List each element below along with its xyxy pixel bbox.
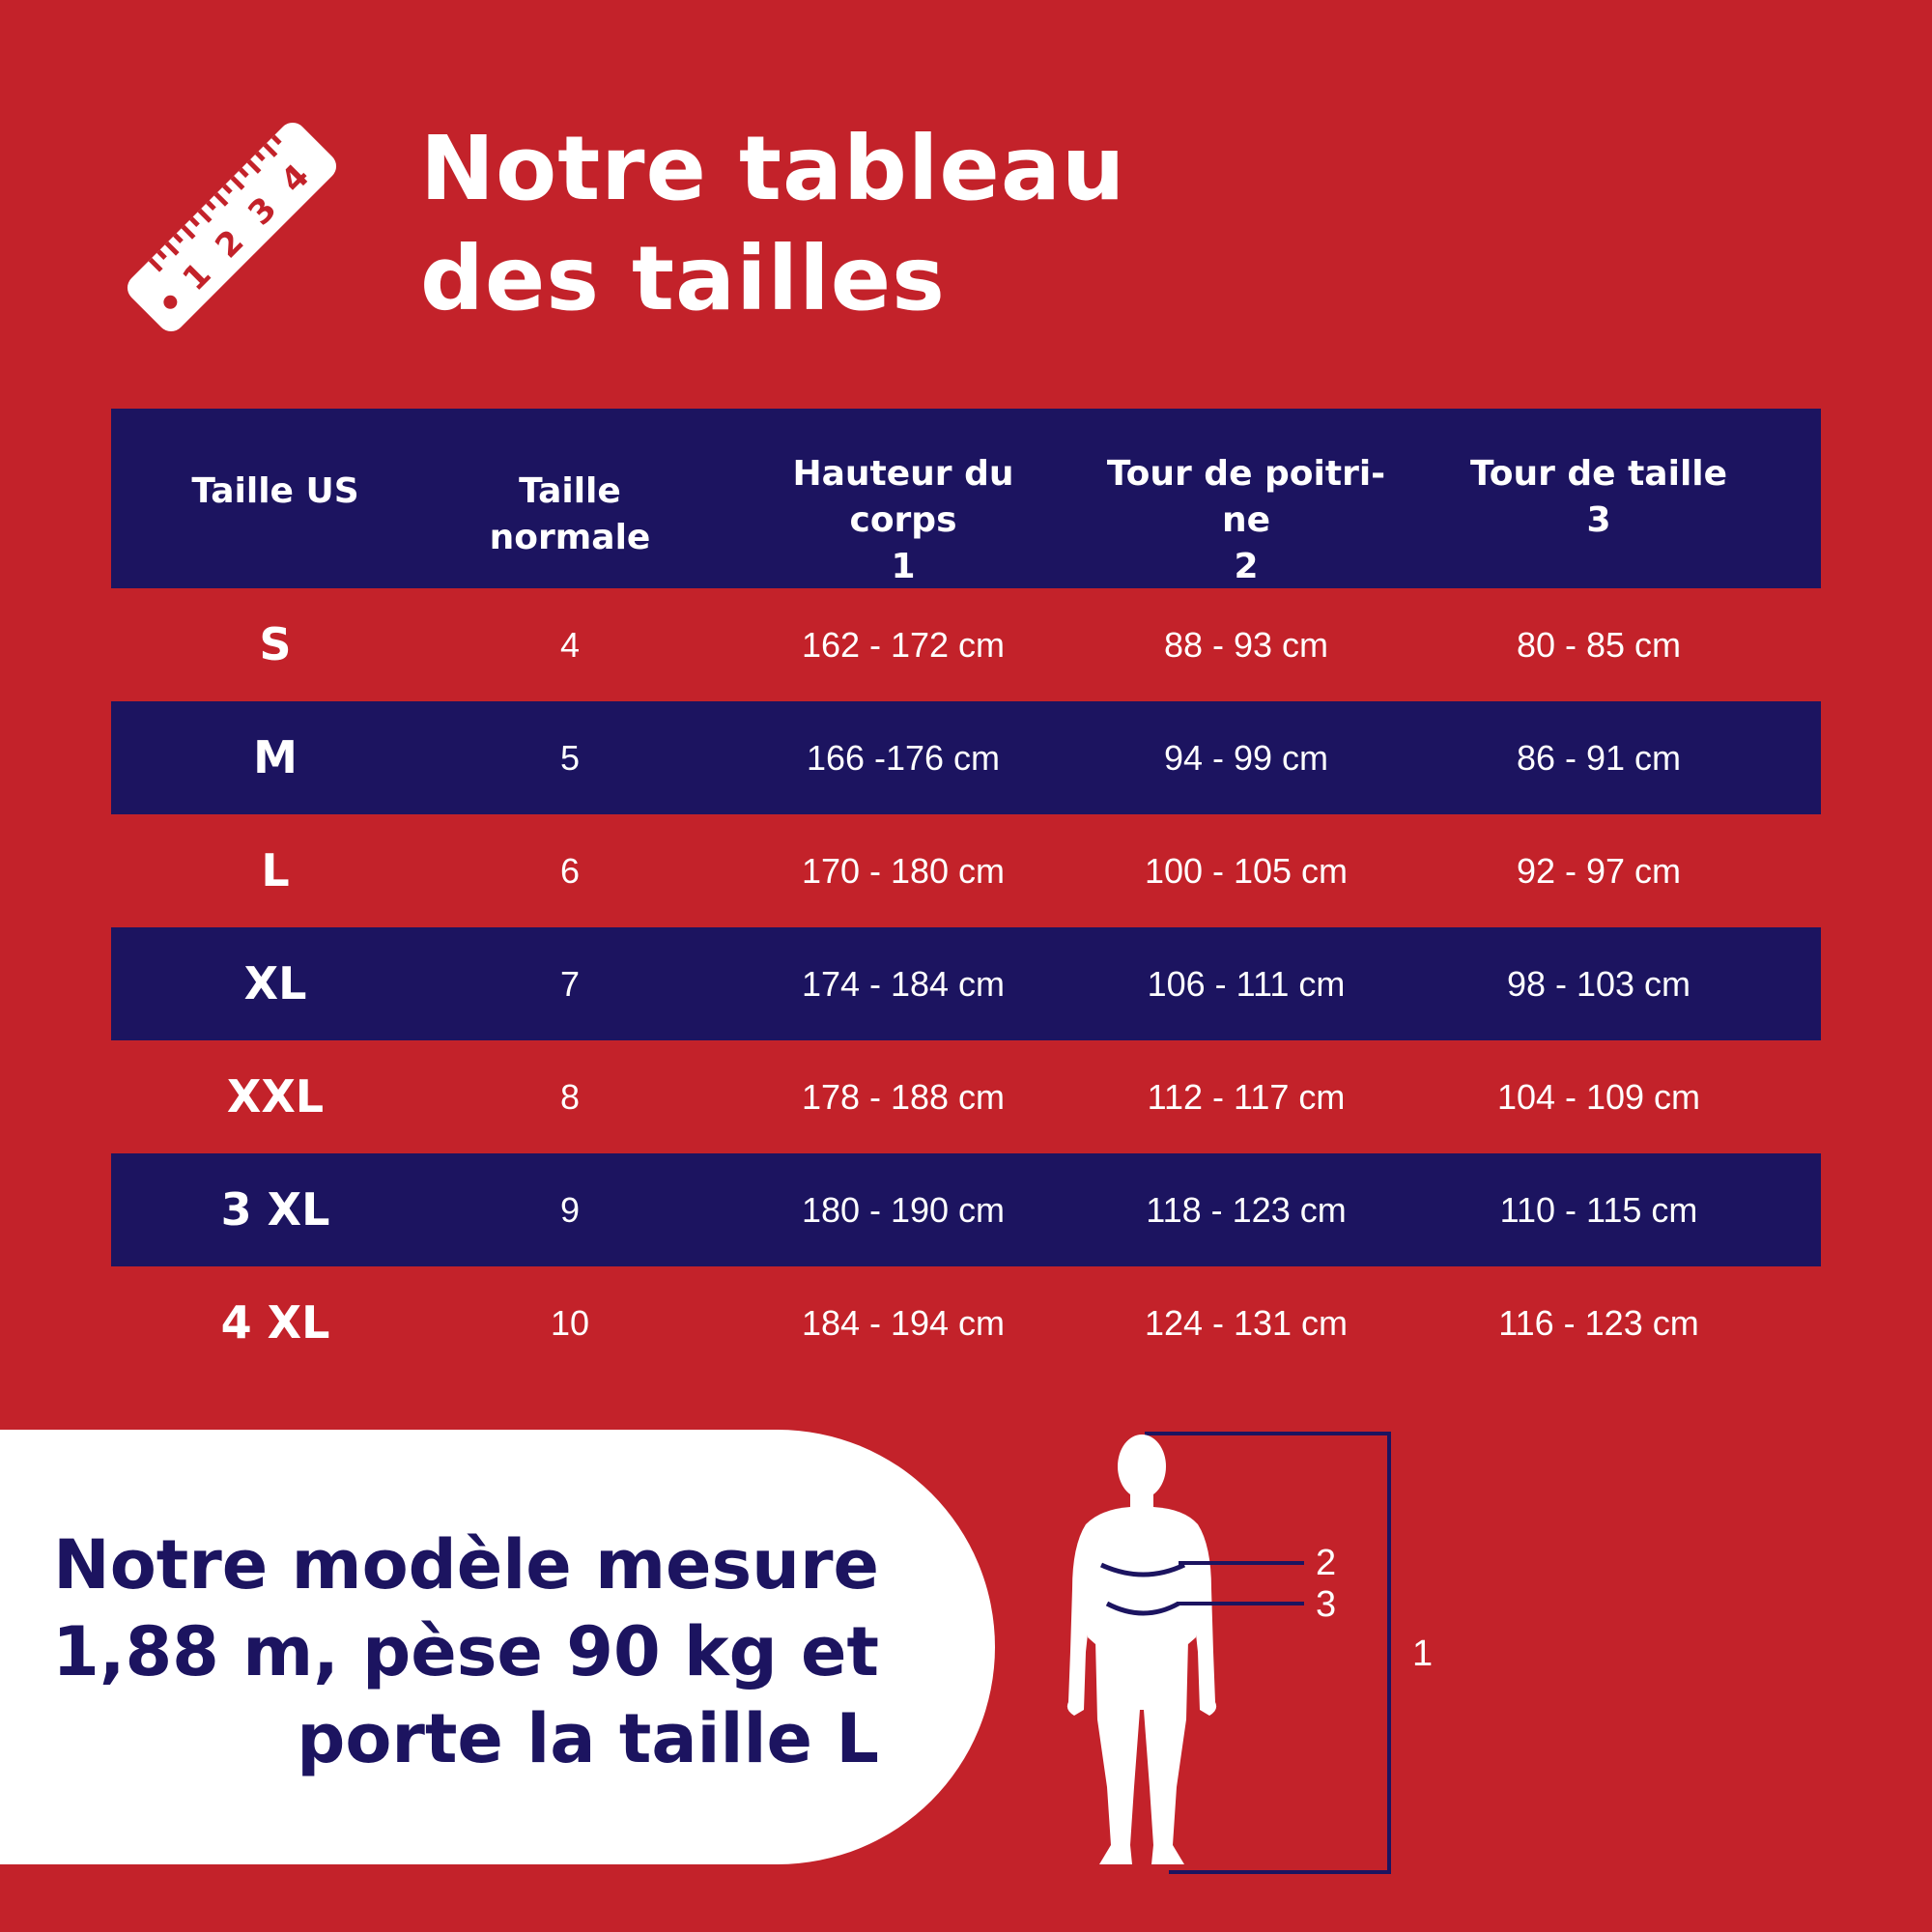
table-row: XXL 8 178 - 188 cm 112 - 117 cm 104 - 10… — [111, 1040, 1821, 1153]
body-silhouette-icon — [1066, 1432, 1391, 1874]
chest-cell: 112 - 117 cm — [1147, 1077, 1346, 1117]
column-header-taille: Tour de taille 3 — [1469, 454, 1728, 540]
column-header-hauteur: Hauteur du corps 1 — [792, 454, 1014, 586]
model-line-2: 1,88 m, pèse 90 kg et — [52, 1612, 879, 1691]
chest-cell: 118 - 123 cm — [1146, 1190, 1347, 1230]
table-row: 4 XL 10 184 - 194 cm 124 - 131 cm 116 - … — [111, 1266, 1821, 1379]
body-height-cell: 184 - 194 cm — [801, 1303, 1006, 1343]
table-row: S 4 162 - 172 cm 88 - 93 cm 80 - 85 cm — [111, 588, 1821, 701]
column-header-poitrine: Tour de poitri- ne 2 — [1106, 454, 1386, 586]
size-normal-cell: 7 — [559, 964, 581, 1004]
body-height-cell: 174 - 184 cm — [801, 964, 1006, 1004]
size-normal-cell: 9 — [559, 1190, 581, 1230]
size-us-cell: 3 XL — [220, 1183, 330, 1236]
size-normal-cell: 8 — [559, 1077, 581, 1117]
size-us-cell: XL — [243, 957, 307, 1009]
body-measurement-diagram: 2 3 1 — [1043, 1420, 1468, 1884]
waist-cell: 98 - 103 cm — [1506, 964, 1691, 1004]
size-us-cell: S — [259, 618, 292, 670]
height-measure-label: 1 — [1412, 1634, 1434, 1674]
size-normal-cell: 5 — [559, 738, 581, 778]
body-height-cell: 180 - 190 cm — [801, 1190, 1006, 1230]
model-line-1: Notre modèle mesure — [53, 1525, 879, 1605]
chest-cell: 106 - 111 cm — [1147, 964, 1346, 1004]
waist-cell: 104 - 109 cm — [1496, 1077, 1701, 1117]
title-line-1: Notre tableau — [420, 117, 1126, 220]
table-row: XL 7 174 - 184 cm 106 - 111 cm 98 - 103 … — [111, 927, 1821, 1040]
body-height-cell: 178 - 188 cm — [801, 1077, 1006, 1117]
size-normal-cell: 4 — [559, 625, 581, 665]
waist-measure-label: 3 — [1316, 1584, 1337, 1625]
waist-cell: 80 - 85 cm — [1516, 625, 1682, 665]
model-description: Notre modèle mesure 1,88 m, pèse 90 kg e… — [39, 1521, 879, 1782]
waist-cell: 110 - 115 cm — [1499, 1190, 1698, 1230]
size-us-cell: 4 XL — [220, 1296, 330, 1349]
chest-measure-label: 2 — [1316, 1543, 1337, 1583]
column-header-taille-us: Taille US — [191, 471, 359, 511]
size-us-cell: XXL — [226, 1070, 325, 1122]
ruler-icon: 1 2 3 4 — [106, 101, 357, 353]
title-line-2: des tailles — [420, 227, 946, 330]
waist-cell: 92 - 97 cm — [1516, 851, 1682, 891]
size-us-cell: L — [261, 844, 290, 896]
column-header-taille-normale: Taille normale — [489, 471, 651, 557]
model-info-box — [0, 1430, 995, 1864]
table-row: M 5 166 -176 cm 94 - 99 cm 86 - 91 cm — [111, 701, 1821, 814]
page-title: Notre tableau des tailles — [420, 114, 1125, 334]
body-height-cell: 162 - 172 cm — [801, 625, 1006, 665]
body-height-cell: 170 - 180 cm — [801, 851, 1006, 891]
table-header: Taille US Taille normale Hauteur du corp… — [111, 409, 1821, 588]
table-row: L 6 170 - 180 cm 100 - 105 cm 92 - 97 cm — [111, 814, 1821, 927]
body-height-cell: 166 -176 cm — [806, 738, 1001, 778]
chest-cell: 88 - 93 cm — [1163, 625, 1329, 665]
size-normal-cell: 10 — [550, 1303, 590, 1343]
chest-cell: 100 - 105 cm — [1144, 851, 1349, 891]
model-line-3: porte la taille L — [297, 1699, 879, 1778]
table-row: 3 XL 9 180 - 190 cm 118 - 123 cm 110 - 1… — [111, 1153, 1821, 1266]
chest-cell: 94 - 99 cm — [1163, 738, 1329, 778]
chest-cell: 124 - 131 cm — [1144, 1303, 1349, 1343]
size-us-cell: M — [253, 731, 298, 783]
waist-cell: 116 - 123 cm — [1498, 1303, 1699, 1343]
size-table: Taille US Taille normale Hauteur du corp… — [111, 409, 1821, 1379]
size-normal-cell: 6 — [559, 851, 581, 891]
waist-cell: 86 - 91 cm — [1516, 738, 1682, 778]
